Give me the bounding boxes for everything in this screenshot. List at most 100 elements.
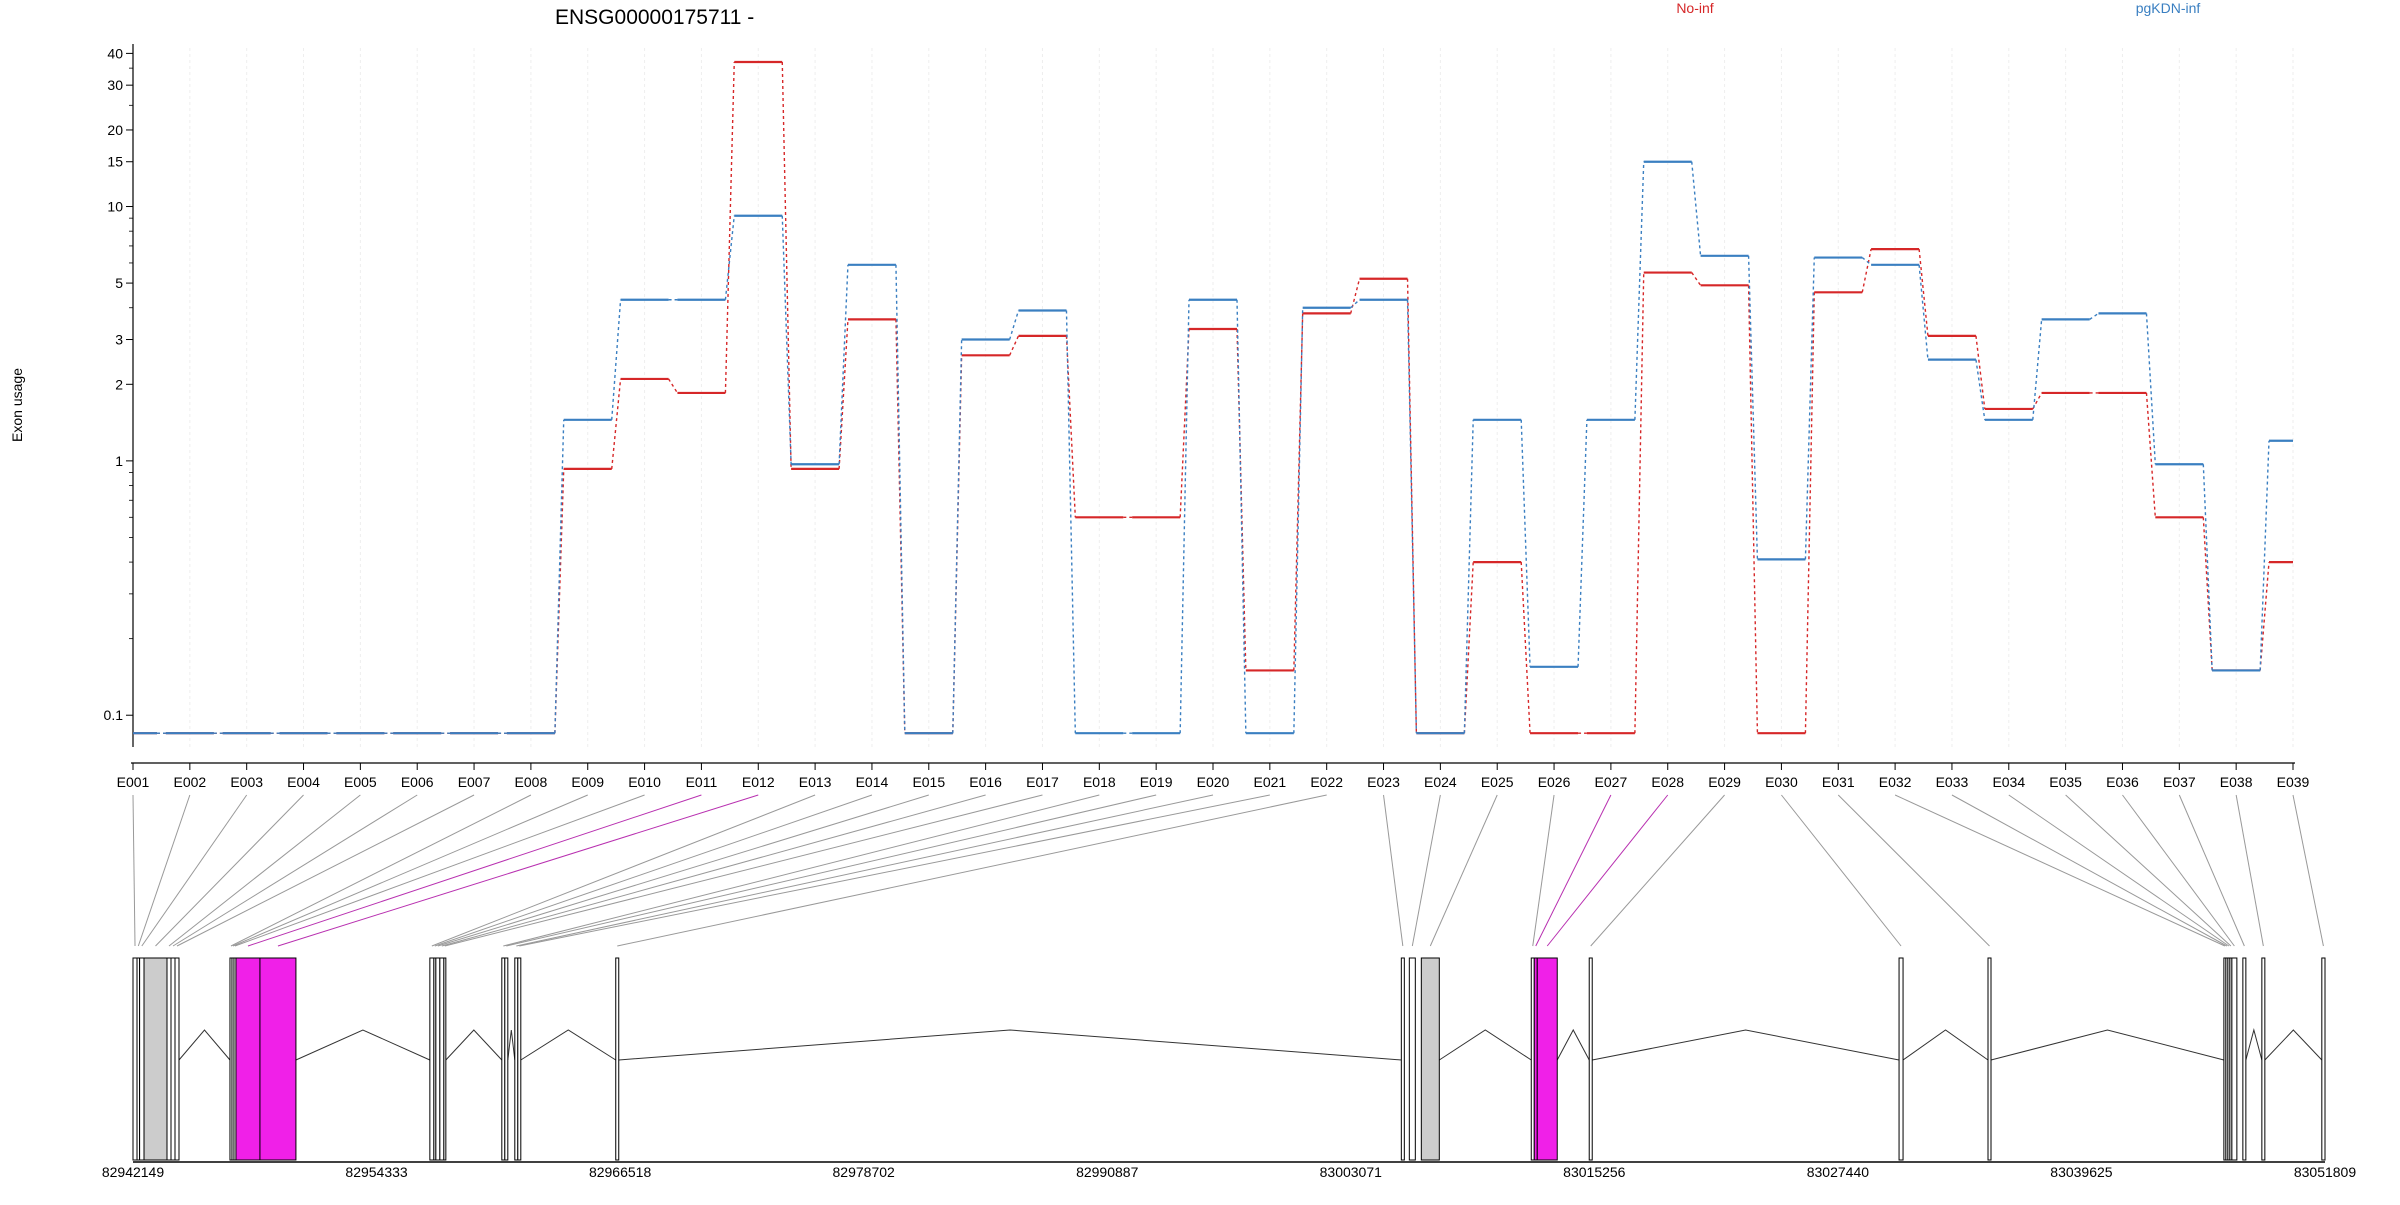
data-connector [1691, 272, 1702, 286]
data-connector [1463, 562, 1474, 734]
exon-box-e011 [235, 957, 261, 1161]
x-tick-label: E034 [1992, 774, 2025, 790]
intron-line [1902, 1029, 1989, 1061]
x-tick-label: E021 [1253, 774, 1286, 790]
data-connector [1350, 278, 1361, 314]
exon-connector [1411, 794, 1441, 947]
intron-line [2264, 1029, 2323, 1061]
exon-connector [137, 794, 191, 947]
exon-box-e039 [2321, 957, 2326, 1161]
data-connector [1747, 285, 1759, 734]
x-tick-label: E017 [1026, 774, 1059, 790]
exon-connector [506, 794, 1157, 947]
exon-connector [168, 794, 361, 947]
exon-box-e022 [615, 957, 620, 1161]
exon-connector [1429, 794, 1498, 947]
x-tick-label: E035 [2049, 774, 2082, 790]
x-tick-label: E014 [856, 774, 889, 790]
gene-model-track: 82942149 82954333 82966518 82978702 82990887… [102, 957, 2356, 1180]
chart-title: ENSG00000175711 - [555, 6, 754, 29]
data-connector [2089, 312, 2099, 320]
exon-box-e023 [1400, 957, 1405, 1161]
data-connector [781, 215, 792, 465]
data-connector [1861, 257, 1872, 266]
exon-box-e038 [2261, 957, 2266, 1161]
data-connector [724, 215, 735, 300]
exon-connector [1951, 794, 2228, 947]
data-connector [2145, 392, 2157, 518]
data-connector [1520, 562, 1531, 734]
genomic-coordinate-label: 82954333 [345, 1164, 408, 1180]
exon-connector [2292, 794, 2324, 947]
exon-box-e030 [1898, 957, 1904, 1161]
x-tick-label: E026 [1538, 774, 1571, 790]
exon-connector [277, 794, 759, 947]
data-connector [895, 319, 906, 734]
y-tick-label: 0.1 [104, 707, 124, 723]
x-tick-label: E023 [1367, 774, 1400, 790]
exon-connector [516, 794, 1214, 947]
intron-line [1990, 1029, 2224, 1061]
data-connector [2032, 319, 2043, 420]
y-tick-label: 3 [115, 332, 123, 348]
data-connector [1008, 310, 1020, 340]
exon-connector [617, 794, 1327, 947]
exon-connector [1894, 794, 2226, 947]
series-no-inf [133, 60, 2293, 735]
exon-box-e013 [429, 957, 435, 1161]
exon-connector [234, 794, 645, 947]
x-tick-label: E004 [287, 774, 320, 790]
exon-box-e029 [1588, 957, 1593, 1161]
exon-box-e015 [435, 957, 441, 1161]
x-tick-label: E015 [912, 774, 945, 790]
y-tick-label: 1 [115, 453, 123, 469]
exon-connector [1535, 794, 1612, 947]
exon-box-e012 [259, 957, 297, 1161]
y-axis: 0.1 1 2 3 5 10 15 20 30 40 [104, 44, 134, 747]
exon-box-e024 [1408, 957, 1416, 1161]
exon-connector [444, 794, 1043, 947]
data-connector [952, 339, 963, 734]
intron-line [1439, 1029, 1532, 1061]
y-axis-label: Exon usage [9, 368, 25, 442]
data-connector [1804, 292, 1815, 734]
exon-connector [1781, 794, 1902, 947]
data-connector [667, 378, 679, 394]
x-tick-label: E001 [117, 774, 150, 790]
exon-connector [2178, 794, 2245, 947]
series-lines [133, 60, 2293, 735]
intron-line [1556, 1028, 1590, 1061]
exon-box-e028 [1536, 957, 1558, 1161]
y-tick-label: 10 [107, 199, 123, 215]
intron-line [507, 1029, 516, 1061]
data-connector [611, 378, 622, 469]
exon-connector [1837, 794, 1990, 947]
x-tick-label: E030 [1765, 774, 1798, 790]
intron-line [2245, 1028, 2263, 1061]
x-tick-label: E019 [1140, 774, 1173, 790]
data-connector [1634, 161, 1645, 420]
data-connector [1008, 335, 1020, 356]
x-tick-label: E018 [1083, 774, 1116, 790]
x-tick-label: E025 [1481, 774, 1514, 790]
exon-connector [2122, 794, 2235, 947]
data-connector [838, 319, 849, 469]
exon-connector [1532, 794, 1555, 947]
exon-box-e016 [439, 957, 445, 1161]
genomic-coordinate-label: 83015256 [1563, 1164, 1626, 1180]
x-tick-label: E027 [1595, 774, 1628, 790]
exon-connector [437, 794, 929, 947]
genomic-coordinate-label: 82978702 [833, 1164, 896, 1180]
exon-box-e005 [166, 957, 172, 1161]
x-tick-label: E009 [571, 774, 604, 790]
x-tick-label: E029 [1708, 774, 1741, 790]
data-connector [2259, 440, 2270, 671]
data-connector [1577, 419, 1588, 667]
data-connector [1634, 272, 1645, 734]
y-tick-label: 2 [115, 376, 123, 392]
legend-series-pgkdn-inf: pgKDN-inf [2136, 0, 2201, 16]
data-connector [1861, 248, 1872, 293]
exon-box-e037 [2242, 957, 2247, 1161]
x-tick-label: E020 [1197, 774, 1230, 790]
